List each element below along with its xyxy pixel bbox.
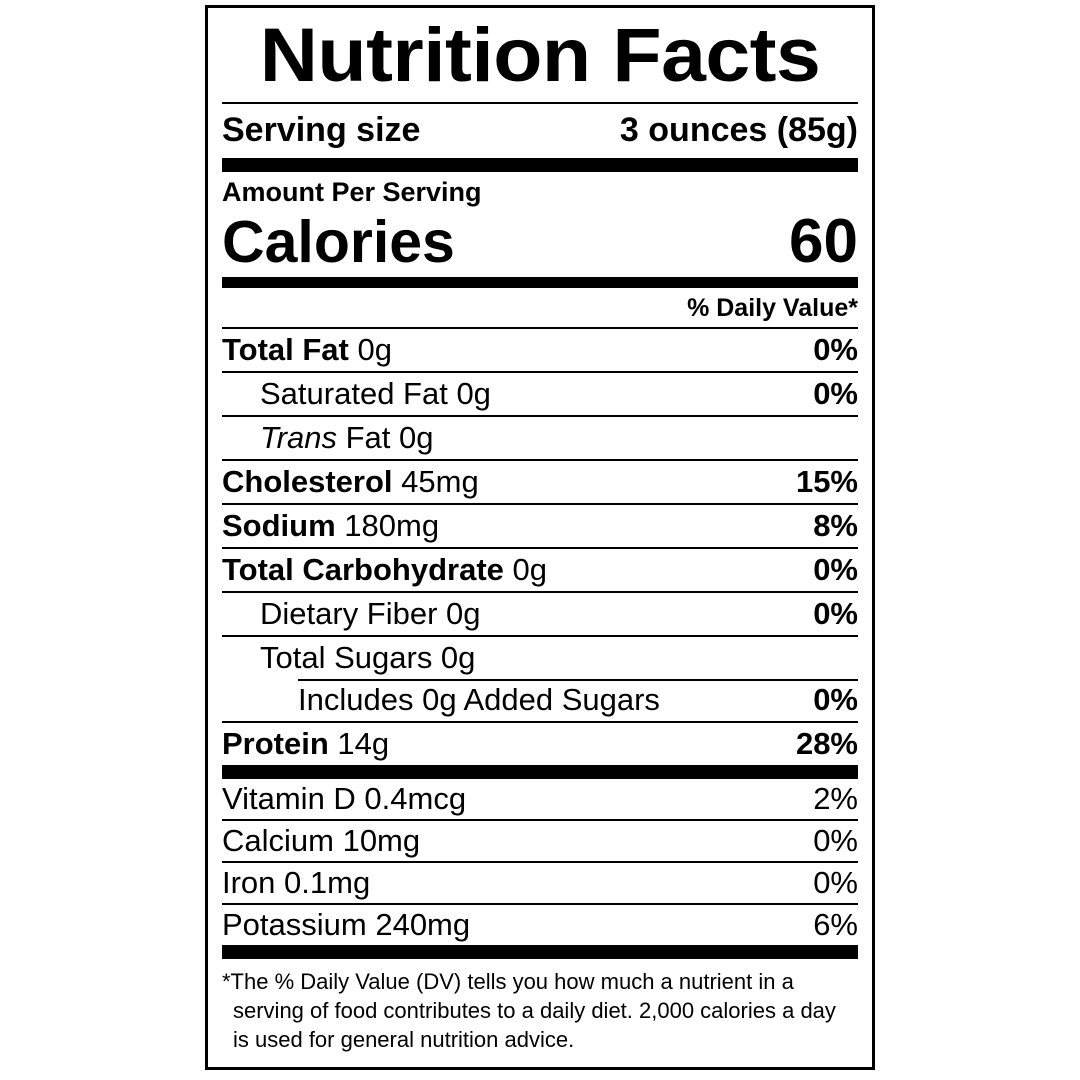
nutrient-name: Dietary Fiber 0g	[260, 596, 481, 631]
calories-divider-thick	[222, 277, 858, 288]
label-title: Nutrition Facts	[259, 13, 821, 98]
micronutrient-row: Vitamin D 0.4mcg 2%	[222, 779, 858, 819]
nutrient-name: Saturated Fat 0g	[260, 376, 491, 411]
nutrient-daily-value: 0%	[813, 376, 858, 411]
serving-divider-thick	[222, 158, 858, 172]
nutrient-name: Sodium 180mg	[222, 508, 440, 543]
nutrient-name: Total Fat 0g	[222, 332, 392, 367]
nutrient-daily-value: 0%	[813, 596, 858, 631]
nutrient-daily-value: 0%	[813, 332, 858, 367]
nutrient-name-bold: Total Fat	[222, 332, 349, 367]
nutrient-daily-value: 0%	[813, 682, 858, 717]
nutrient-name-bold: Protein	[222, 726, 329, 761]
daily-value-header: % Daily Value*	[687, 294, 858, 322]
nutrient-name: Includes 0g Added Sugars	[298, 682, 660, 717]
nutrient-name-bold: Cholesterol	[222, 464, 393, 499]
nutrient-daily-value: 0%	[813, 552, 858, 587]
micronutrient-daily-value: 2%	[813, 781, 858, 816]
nutrient-row: Sodium 180mg 8%	[222, 503, 858, 547]
micronutrient-daily-value: 6%	[813, 907, 858, 942]
daily-value-footnote: *The % Daily Value (DV) tells you how mu…	[222, 969, 836, 1052]
nutrient-daily-value: 28%	[795, 726, 858, 761]
micronutrient-name: Calcium 10mg	[222, 823, 421, 858]
nutrient-name: Total Sugars 0g	[260, 640, 476, 675]
micronutrient-row: Iron 0.1mg 0%	[222, 861, 858, 903]
nutrient-daily-value: 15%	[795, 464, 858, 499]
micronutrient-daily-value: 0%	[813, 865, 858, 900]
micronutrient-daily-value: 0%	[813, 823, 858, 858]
calories-row: Calories 60	[222, 209, 858, 277]
nutrient-row: Saturated Fat 0g 0%	[222, 371, 858, 415]
serving-size-value: 3 ounces (85g)	[619, 111, 858, 149]
micronutrient-name: Potassium 240mg	[222, 907, 471, 942]
nutrient-name-bold: Total Carbohydrate	[222, 552, 504, 587]
nutrient-name: Protein 14g	[222, 726, 390, 761]
nutrient-row: Trans Fat 0g	[222, 415, 858, 459]
nutrient-name-bold: Sodium	[222, 508, 336, 543]
nutrient-name-italic: Trans	[260, 420, 337, 455]
calories-label: Calories	[222, 209, 455, 275]
nutrition-facts-label: Nutrition Facts Serving size 3 ounces (8…	[205, 5, 875, 1070]
nutrient-name: Total Carbohydrate 0g	[222, 552, 548, 587]
micronutrient-name: Vitamin D 0.4mcg	[222, 781, 467, 816]
micronutrient-row: Potassium 240mg 6%	[222, 903, 858, 945]
title-divider	[222, 102, 858, 104]
serving-size-label: Serving size	[222, 111, 421, 149]
nutrient-daily-value: 8%	[813, 508, 858, 543]
nutrient-row: Dietary Fiber 0g 0%	[222, 591, 858, 635]
nutrient-name: Trans Fat 0g	[260, 420, 434, 455]
calories-value: 60	[789, 207, 858, 276]
nutrient-list: Total Fat 0g 0% Saturated Fat 0g 0% Trans Fa…	[222, 327, 858, 765]
nutrient-row: Includes 0g Added Sugars 0%	[222, 679, 858, 721]
nutrient-row: Protein 14g 28%	[222, 721, 858, 765]
nutrient-row: Total Fat 0g 0%	[222, 327, 858, 371]
micronutrient-row: Calcium 10mg 0%	[222, 819, 858, 861]
amount-per-serving-label: Amount Per Serving	[222, 177, 482, 207]
micronutrient-divider-thick	[222, 945, 858, 959]
serving-size-row: Serving size 3 ounces (85g)	[222, 104, 858, 158]
nutrient-name: Cholesterol 45mg	[222, 464, 479, 499]
nutrient-row: Cholesterol 45mg 15%	[222, 459, 858, 503]
protein-divider-thick	[222, 765, 858, 779]
micronutrient-list: Vitamin D 0.4mcg 2% Calcium 10mg 0% Iron 0.1…	[222, 779, 858, 945]
nutrient-row: Total Sugars 0g	[222, 635, 858, 679]
nutrient-row: Total Carbohydrate 0g 0%	[222, 547, 858, 591]
micronutrient-name: Iron 0.1mg	[222, 865, 371, 900]
